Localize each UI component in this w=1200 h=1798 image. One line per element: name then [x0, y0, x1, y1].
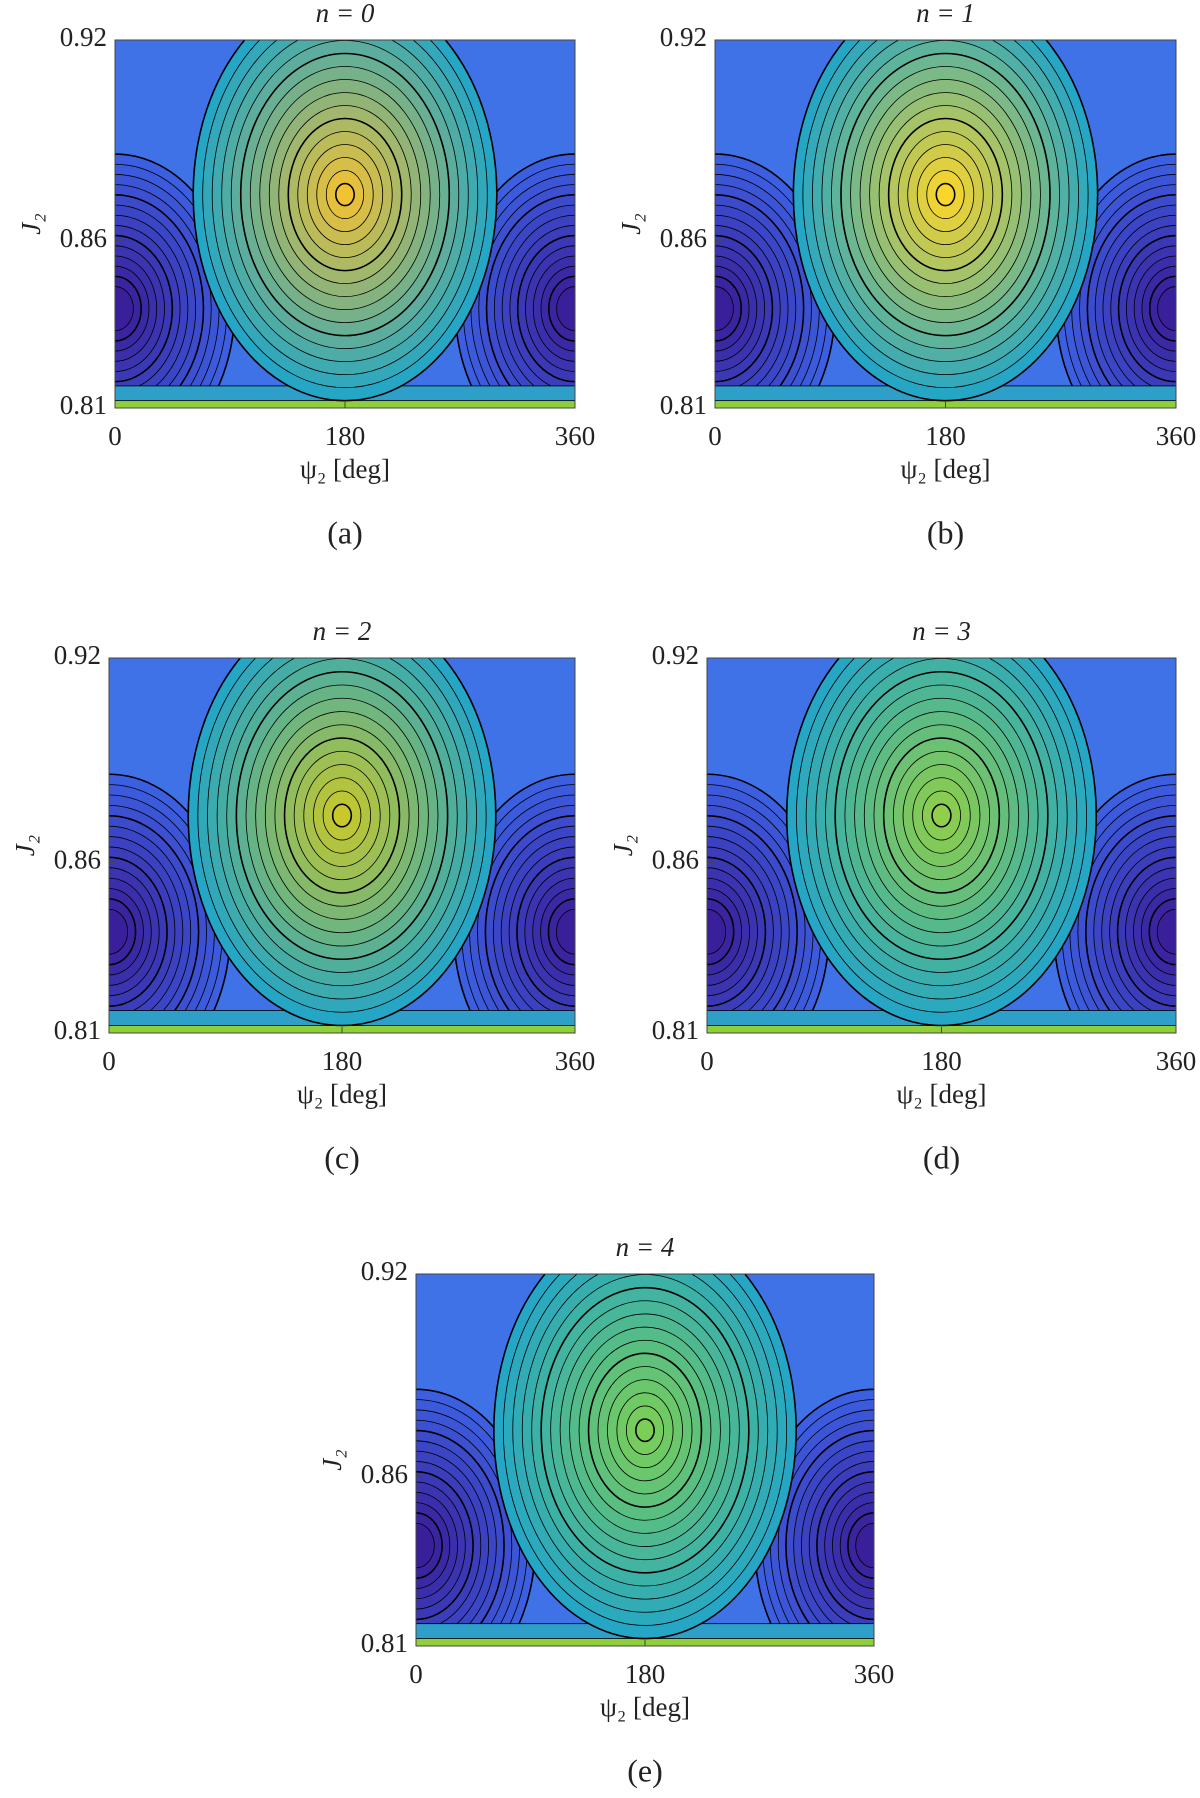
x-tick-label: 0	[409, 1659, 423, 1689]
contour-well	[715, 286, 734, 332]
y-tick-label: 0.81	[54, 1015, 101, 1045]
x-tick-label: 0	[102, 1046, 116, 1076]
chart-title: n = 0	[316, 0, 375, 28]
x-tick-label: 360	[555, 1046, 596, 1076]
x-tick-label: 180	[925, 421, 966, 451]
plot-area	[109, 658, 575, 1033]
x-tick-label: 360	[555, 421, 596, 451]
contour-well	[109, 908, 129, 955]
chart-title: n = 1	[916, 0, 975, 28]
plot: 0 180 360 0.81 0.86 0.92 n = 2 ψ₂ [deg] J₂ (c)	[10, 616, 596, 1175]
caption: (b)	[927, 514, 964, 550]
x-tick-label: 360	[854, 1659, 895, 1689]
contour-well	[1157, 286, 1176, 332]
x-tick-label: 180	[325, 421, 366, 451]
y-tick-label: 0.92	[361, 1256, 408, 1286]
plot: 0 180 360 0.81 0.86 0.92 n = 0 ψ₂ [deg] J₂ (a)	[16, 0, 596, 550]
contour-peak	[334, 182, 355, 207]
x-axis-label: ψ₂ [deg]	[600, 1692, 690, 1722]
y-tick-label: 0.92	[60, 22, 107, 52]
chart-title: n = 3	[912, 616, 971, 646]
y-axis-label: J₂	[10, 835, 40, 856]
caption: (c)	[324, 1139, 360, 1175]
x-axis-label: ψ₂ [deg]	[297, 1079, 387, 1109]
y-axis-label: J₂	[616, 213, 646, 234]
y-tick-label: 0.92	[660, 22, 707, 52]
x-tick-label: 180	[921, 1046, 962, 1076]
x-tick-label: 360	[1156, 421, 1197, 451]
contour-well	[416, 1522, 435, 1569]
plot-area	[115, 40, 575, 408]
caption: (e)	[627, 1752, 663, 1788]
contour-peak	[635, 1418, 655, 1443]
chart-title: n = 4	[616, 1232, 675, 1262]
y-tick-label: 0.81	[652, 1015, 699, 1045]
x-tick-label: 180	[625, 1659, 666, 1689]
x-axis-label: ψ₂ [deg]	[300, 454, 390, 484]
plot-area	[707, 658, 1176, 1033]
y-tick-label: 0.92	[652, 640, 699, 670]
contour-well	[115, 286, 134, 332]
y-axis-label: J₂	[317, 1449, 347, 1470]
y-tick-label: 0.86	[361, 1459, 408, 1489]
y-tick-label: 0.86	[54, 845, 101, 875]
y-tick-label: 0.86	[652, 845, 699, 875]
chart-title: n = 2	[313, 616, 372, 646]
x-tick-label: 0	[708, 421, 722, 451]
y-axis-label: J₂	[16, 213, 46, 234]
y-axis-label: J₂	[608, 835, 638, 856]
contour-peak	[931, 803, 952, 828]
contour-peak	[935, 182, 956, 207]
caption: (d)	[923, 1139, 960, 1175]
x-tick-label: 0	[108, 421, 122, 451]
contour-well	[707, 908, 727, 955]
plot: 0 180 360 0.81 0.86 0.92 n = 3 ψ₂ [deg] J₂ (d)	[608, 616, 1197, 1175]
x-axis-label: ψ₂ [deg]	[896, 1079, 986, 1109]
y-tick-label: 0.86	[60, 223, 107, 253]
y-tick-label: 0.81	[660, 390, 707, 420]
plot: 0 180 360 0.81 0.86 0.92 n = 4 ψ₂ [deg] J₂ (e)	[317, 1232, 895, 1788]
y-tick-label: 0.81	[361, 1628, 408, 1658]
y-tick-label: 0.81	[60, 390, 107, 420]
x-tick-label: 0	[700, 1046, 714, 1076]
contour-peak	[331, 803, 353, 828]
x-tick-label: 360	[1156, 1046, 1197, 1076]
caption: (a)	[327, 514, 363, 550]
x-axis-label: ψ₂ [deg]	[900, 454, 990, 484]
y-tick-label: 0.92	[54, 640, 101, 670]
plot-area	[416, 1274, 874, 1646]
plot-area	[715, 40, 1176, 408]
y-tick-label: 0.86	[660, 223, 707, 253]
plot: 0 180 360 0.81 0.86 0.92 n = 1 ψ₂ [deg] J₂ (b)	[616, 0, 1197, 550]
x-tick-label: 180	[322, 1046, 363, 1076]
